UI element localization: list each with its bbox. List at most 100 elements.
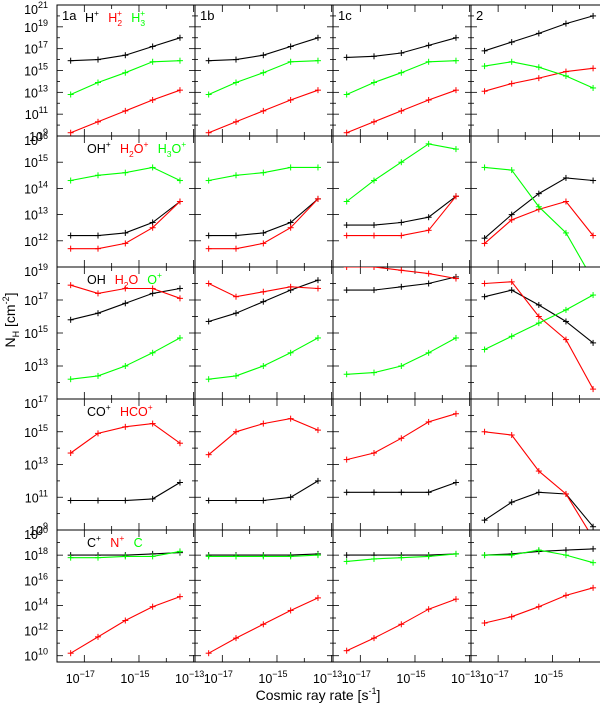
series-group xyxy=(343,267,459,378)
data-point-O+ xyxy=(508,333,515,340)
data-point-C xyxy=(314,552,321,559)
x-tick-label: 10−13 xyxy=(451,669,480,686)
data-point-N+ xyxy=(67,650,74,657)
data-point-H2O xyxy=(481,280,488,287)
data-point-H2+ xyxy=(94,118,101,125)
data-point-C xyxy=(481,552,488,559)
data-point-CO+ xyxy=(452,479,459,486)
data-point-N+ xyxy=(508,613,515,620)
data-point-N+ xyxy=(94,633,101,640)
panel-frame xyxy=(332,529,472,663)
data-point-H3+ xyxy=(535,64,542,71)
x-ticks xyxy=(56,5,195,136)
data-point-HCO+ xyxy=(149,420,156,427)
legend-entry: H xyxy=(115,273,124,287)
data-point-OH+ xyxy=(122,229,129,236)
data-point-C xyxy=(398,554,405,561)
data-point-N+ xyxy=(452,596,459,603)
series-line-CO+ xyxy=(484,491,594,528)
data-point-H3O+ xyxy=(425,140,432,147)
data-point-H2O xyxy=(508,278,515,285)
data-point-HCO+ xyxy=(67,450,74,457)
y-ticks xyxy=(471,4,477,137)
data-point-H3O+ xyxy=(562,229,569,236)
data-point-HCO+ xyxy=(314,427,321,434)
data-point-OH+ xyxy=(94,232,101,239)
data-point-OH xyxy=(260,298,267,305)
y-tick-label: 109 xyxy=(29,127,48,144)
data-point-H2O xyxy=(176,295,183,302)
data-point-OH+ xyxy=(590,177,597,184)
data-point-HCO+ xyxy=(425,418,432,425)
data-point-OH+ xyxy=(287,219,294,226)
data-point-C xyxy=(176,548,183,555)
panel-frame xyxy=(194,398,334,531)
y-ticks xyxy=(333,4,471,137)
series-group xyxy=(343,140,459,239)
legend-entry: H xyxy=(85,11,94,25)
data-point-H+ xyxy=(370,53,377,60)
x-tick-label: 10−15 xyxy=(534,669,563,686)
data-point-H2O+ xyxy=(122,240,129,247)
data-point-H+ xyxy=(94,56,101,63)
data-point-O+ xyxy=(176,334,183,341)
data-point-H2O+ xyxy=(343,232,350,239)
legend-entry: CO xyxy=(87,405,106,419)
data-point-H2O+ xyxy=(67,245,74,252)
y-tick-label: 1018 xyxy=(24,546,48,563)
x-tick-labels: 10−17 10−15 10−13 10−17 10−15 10−13 10−17 10−15… xyxy=(66,669,563,686)
y-tick-label: 1021 xyxy=(24,0,48,17)
data-point-N+ xyxy=(590,584,597,591)
panel-label-1a: 1a xyxy=(62,8,77,23)
data-point-OH xyxy=(508,287,515,294)
panel-2-1b xyxy=(194,135,334,268)
data-point-N+ xyxy=(232,635,239,642)
legend-entry: OH xyxy=(87,142,106,156)
x-tick-label: 10−17 xyxy=(342,669,371,686)
data-point-OH+ xyxy=(260,229,267,236)
data-point-H2O+ xyxy=(314,195,321,202)
data-point-H3+ xyxy=(481,63,488,70)
y-tick-label: 1017 xyxy=(24,394,48,411)
data-point-H2O+ xyxy=(481,240,488,247)
data-point-O+ xyxy=(94,372,101,379)
data-point-H3O+ xyxy=(508,167,515,174)
data-point-CO+ xyxy=(122,497,129,504)
panel-1-1a: 1a H+ H2+ H3+ xyxy=(56,4,196,137)
data-point-HCO+ xyxy=(205,451,212,458)
y-axis-label-main: N xyxy=(2,337,18,347)
y-tick-label: 1010 xyxy=(24,647,48,664)
data-point-N+ xyxy=(122,617,129,624)
panel-3-1a: OH H2O O+ xyxy=(56,266,196,400)
y-ticks xyxy=(195,398,333,531)
series-line-H3+ xyxy=(208,60,319,96)
x-ticks xyxy=(332,5,471,136)
data-point-OH xyxy=(535,301,542,308)
panel-frame xyxy=(470,529,600,663)
series-group xyxy=(67,282,183,383)
x-ticks xyxy=(56,267,195,399)
data-point-CO+ xyxy=(94,497,101,504)
data-point-OH xyxy=(562,318,569,325)
data-point-H3+ xyxy=(67,91,74,98)
series-line-H3+ xyxy=(70,60,181,96)
data-point-H2O+ xyxy=(287,224,294,231)
data-point-C xyxy=(508,552,515,559)
x-ticks xyxy=(470,399,580,530)
series-group xyxy=(481,545,597,627)
data-point-N+ xyxy=(205,650,212,657)
data-point-CO+ xyxy=(67,497,74,504)
data-point-C xyxy=(452,550,459,557)
x-tick-label: 10−13 xyxy=(313,669,342,686)
panel-2-2 xyxy=(470,135,600,268)
data-point-H+ xyxy=(232,56,239,63)
x-axis-label: Cosmic ray rate [s-1] xyxy=(256,686,381,703)
data-point-C+ xyxy=(590,545,597,552)
data-point-H3+ xyxy=(425,58,432,65)
y-tick-label: 109 xyxy=(29,521,48,538)
y-tick-label: 1013 xyxy=(24,83,48,100)
data-point-N+ xyxy=(481,620,488,627)
data-point-H3O+ xyxy=(94,172,101,179)
data-point-H2O+ xyxy=(452,193,459,200)
y-ticks xyxy=(471,135,477,268)
